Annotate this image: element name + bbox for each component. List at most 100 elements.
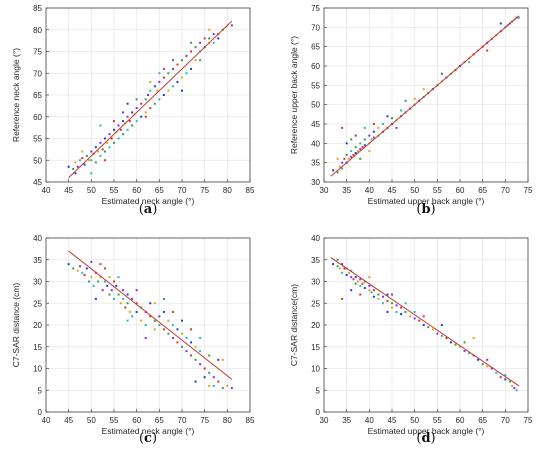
data-point — [350, 276, 353, 279]
y-axis-label: C7-SAR distance (cm) — [11, 283, 21, 368]
data-point — [400, 109, 403, 112]
data-point — [341, 271, 344, 274]
data-point — [338, 267, 341, 270]
y-tick-label: 60 — [33, 113, 42, 122]
data-point — [404, 99, 407, 102]
data-point — [122, 111, 125, 114]
data-point — [162, 328, 165, 331]
data-point — [336, 157, 339, 160]
data-point — [350, 269, 353, 272]
data-point — [162, 94, 165, 96]
x-tick-label: 45 — [388, 186, 397, 195]
data-point — [372, 289, 375, 292]
x-tick-label: 40 — [365, 186, 374, 195]
data-point — [194, 59, 197, 62]
data-point — [368, 289, 371, 292]
data-point — [422, 324, 425, 326]
data-point — [386, 310, 389, 313]
x-tick-label: 30 — [320, 416, 329, 425]
y-tick-label: 75 — [33, 48, 42, 57]
x-tick-label: 65 — [155, 186, 164, 195]
data-point — [140, 115, 143, 118]
data-point — [463, 350, 466, 353]
data-point — [108, 276, 111, 279]
data-point — [436, 332, 439, 335]
x-tick-label: 80 — [223, 416, 232, 425]
data-point — [167, 332, 170, 335]
data-point — [90, 150, 93, 153]
data-point — [99, 154, 102, 157]
axes-frame — [45, 237, 251, 413]
data-point — [352, 153, 355, 156]
y-tick-label: 55 — [33, 135, 42, 144]
data-point — [486, 365, 489, 368]
data-point — [67, 165, 70, 168]
data-point — [144, 98, 147, 101]
data-point — [341, 297, 344, 300]
data-point — [135, 120, 138, 123]
data-point — [354, 282, 357, 285]
data-point — [126, 102, 129, 105]
data-point — [372, 295, 375, 298]
data-point — [194, 345, 197, 348]
data-point — [431, 328, 434, 331]
data-point — [113, 280, 115, 283]
data-point — [126, 293, 129, 296]
data-point — [208, 37, 211, 40]
x-tick-label: 35 — [342, 416, 351, 425]
x-tick-label: 75 — [200, 186, 209, 195]
data-point — [108, 146, 111, 149]
data-point — [171, 310, 174, 313]
data-point — [336, 265, 339, 268]
data-point — [359, 284, 362, 287]
data-point — [131, 111, 134, 114]
data-point — [106, 284, 109, 287]
panel-letter: d — [421, 431, 430, 446]
data-point — [103, 150, 106, 153]
data-point — [79, 159, 81, 162]
data-point — [199, 337, 202, 340]
data-point — [504, 374, 507, 377]
data-point — [140, 319, 143, 322]
x-tick-label: 45 — [64, 186, 73, 195]
y-axis-label: Reference neck angle (°) — [11, 48, 21, 142]
data-point — [126, 302, 129, 305]
data-point — [156, 89, 159, 92]
data-point — [126, 128, 129, 131]
x-axis-label: Estimated upper back angle (°) — [368, 426, 485, 436]
data-point — [413, 97, 416, 100]
data-point — [361, 282, 364, 285]
data-point — [122, 289, 125, 292]
x-tick-label: 80 — [223, 186, 232, 195]
x-tick-label: 55 — [433, 416, 442, 425]
data-point — [395, 126, 398, 129]
data-point — [352, 278, 355, 281]
data-point — [110, 137, 113, 140]
data-point — [486, 358, 489, 361]
data-point — [181, 59, 183, 62]
data-point — [185, 72, 188, 75]
data-point — [440, 324, 443, 326]
data-point — [413, 317, 416, 320]
data-point — [468, 61, 471, 64]
data-point — [515, 389, 518, 392]
y-tick-label: 10 — [311, 365, 320, 374]
data-point — [158, 80, 161, 83]
data-point — [472, 337, 475, 340]
y-tick-label: 15 — [33, 343, 42, 352]
data-point — [208, 371, 211, 374]
panel-a: 40 45 50 55 60 65 70 75 80 85455055606570758085Es… — [11, 4, 255, 217]
data-point — [391, 293, 393, 296]
data-point — [122, 133, 125, 136]
y-tick-label: 45 — [311, 120, 320, 129]
data-point — [99, 276, 102, 279]
data-point — [171, 85, 174, 88]
data-point — [404, 310, 407, 313]
data-point — [79, 265, 81, 268]
data-point — [158, 324, 161, 326]
data-point — [185, 337, 188, 340]
data-point — [370, 138, 373, 141]
y-tick-label: 35 — [311, 159, 320, 168]
data-point — [81, 157, 84, 160]
